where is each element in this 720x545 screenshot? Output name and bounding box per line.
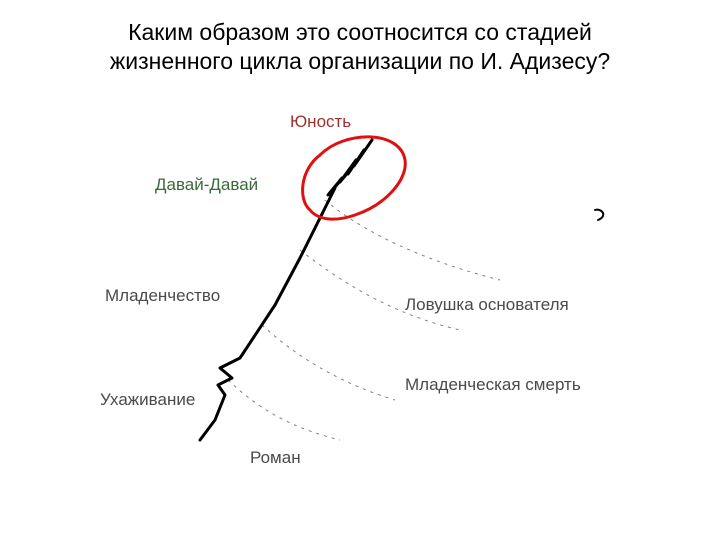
adizes-diagram: Юность Давай-Давай Младенчество Ухаживан… — [0, 100, 720, 540]
label-infancy: Младенчество — [105, 286, 220, 306]
label-courtship: Ухаживание — [100, 390, 195, 410]
label-affair: Роман — [250, 448, 301, 468]
dotted-path-4 — [228, 380, 340, 440]
title-line-1: Каким образом это соотносится со стадией — [128, 19, 592, 45]
label-gogo: Давай-Давай — [155, 175, 258, 195]
dotted-path-2 — [300, 250, 460, 330]
stray-mark — [595, 210, 603, 220]
label-founder-trap: Ловушка основателя — [405, 295, 569, 315]
label-youth: Юность — [290, 112, 351, 132]
label-infant-death: Младенческая смерть — [405, 375, 581, 395]
highlight-circle — [303, 137, 406, 219]
title-line-2: жизненного цикла организации по И. Адизе… — [110, 48, 610, 74]
page-title: Каким образом это соотносится со стадией… — [0, 18, 720, 76]
dotted-path-3 — [262, 325, 395, 400]
diagram-svg — [0, 100, 720, 540]
dotted-path-1 — [325, 200, 500, 280]
